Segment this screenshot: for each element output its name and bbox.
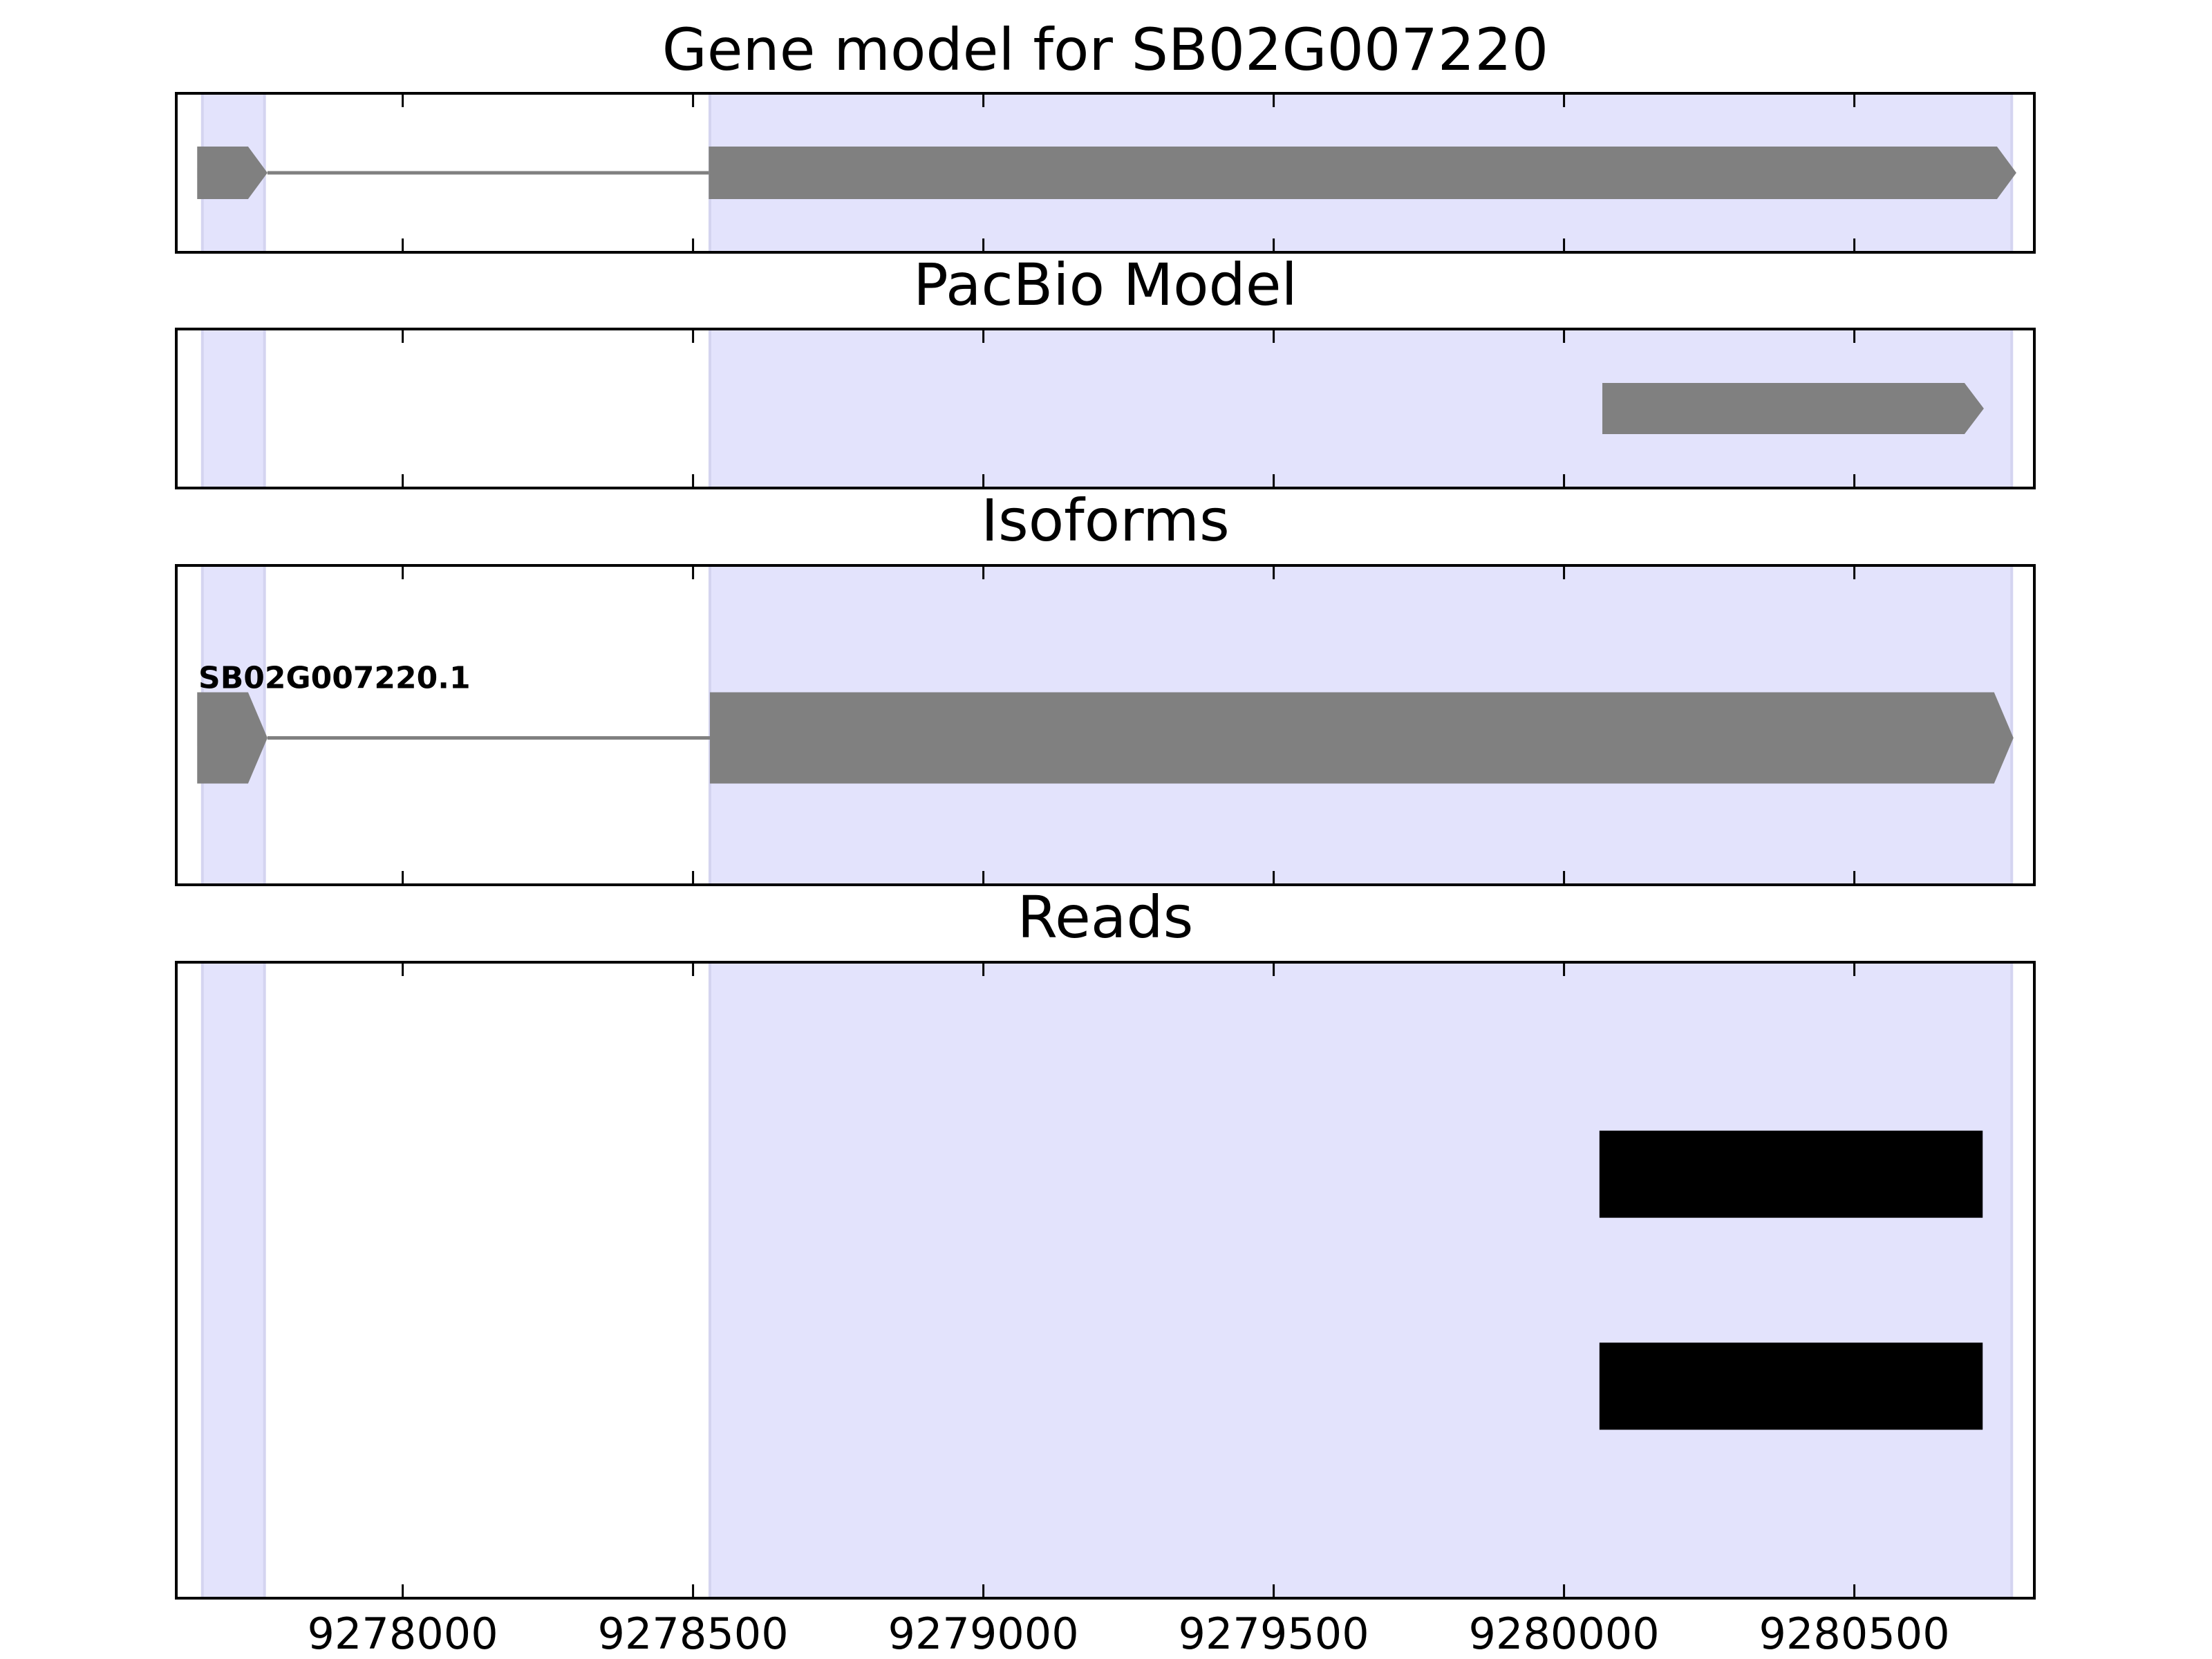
exon-highlight bbox=[708, 961, 2014, 1600]
x-tick-label: 9279500 bbox=[1179, 1609, 1369, 1659]
panel-frame bbox=[175, 92, 2036, 254]
x-tick-label: 9280000 bbox=[1469, 1609, 1660, 1659]
read bbox=[1599, 1342, 1983, 1430]
exon bbox=[709, 692, 2014, 784]
exon-highlight bbox=[200, 328, 266, 489]
panel-title: Gene model for SB02G007220 bbox=[662, 16, 1548, 84]
panel-title: Reads bbox=[1018, 883, 1194, 951]
panel-frame bbox=[175, 564, 2036, 886]
panel-frame bbox=[175, 961, 2036, 1600]
isoform-label: SB02G007220.1 bbox=[198, 660, 471, 695]
exon bbox=[709, 147, 2016, 199]
panel-title: PacBio Model bbox=[913, 251, 1297, 319]
exon bbox=[1602, 383, 1984, 434]
panel-frame bbox=[175, 328, 2036, 489]
exon bbox=[197, 147, 268, 199]
exon-highlight bbox=[200, 961, 266, 1600]
x-tick-label: 9278500 bbox=[598, 1609, 789, 1659]
x-tick-label: 9279000 bbox=[888, 1609, 1079, 1659]
x-tick-label: 9278000 bbox=[308, 1609, 498, 1659]
panel-title: Isoforms bbox=[981, 487, 1230, 554]
read bbox=[1599, 1130, 1983, 1218]
x-tick-label: 9280500 bbox=[1759, 1609, 1950, 1659]
exon bbox=[197, 692, 268, 784]
